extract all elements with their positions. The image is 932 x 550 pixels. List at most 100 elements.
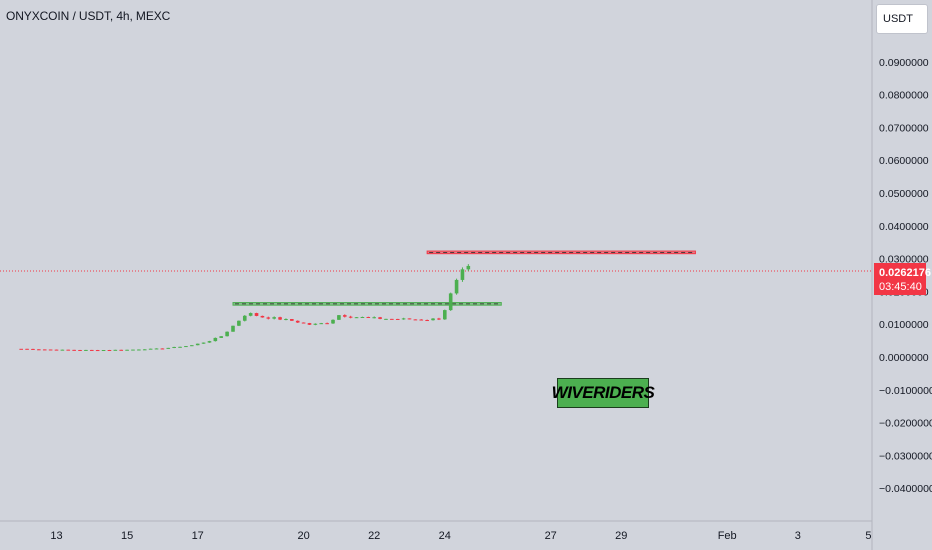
candle-body [201, 342, 206, 344]
candle-body [454, 279, 459, 294]
candle-body [25, 348, 29, 350]
candle-body [42, 349, 47, 351]
candle-body [390, 318, 394, 320]
candle-body [290, 319, 294, 321]
y-tick-label: 0.0500000 [879, 188, 929, 200]
candle-body [266, 317, 271, 319]
candle-body [413, 319, 418, 321]
candle-body [325, 323, 329, 325]
candle-body [195, 343, 200, 346]
candle-body [431, 318, 435, 321]
candle-body [31, 348, 35, 350]
y-tick-label: 0.0900000 [879, 57, 929, 69]
candle-body [354, 317, 359, 319]
y-tick-label: −0.0400000 [879, 483, 932, 495]
resistance-zone [426, 250, 696, 255]
candle-body [131, 349, 135, 351]
candle-body [213, 337, 218, 342]
candle-body [37, 349, 41, 351]
y-tick-label: 0.0300000 [879, 254, 929, 266]
x-tick-label: 17 [192, 530, 204, 542]
candle-body [207, 341, 212, 343]
price-unit-selector[interactable]: USDT [876, 4, 928, 34]
candle-body [384, 318, 388, 320]
candle-body [360, 316, 365, 318]
support-zone [232, 302, 502, 306]
candle-body [231, 325, 235, 332]
candle-body [254, 313, 259, 316]
candle-body [278, 317, 282, 320]
candle-body [342, 315, 347, 317]
candle-body [331, 319, 335, 324]
candle-body [90, 349, 94, 351]
candle-body [448, 293, 453, 311]
candle-body [54, 349, 59, 351]
candle-body [466, 265, 471, 270]
candle-body [72, 349, 76, 351]
candle-body [119, 349, 124, 351]
candle-body [307, 323, 312, 325]
x-tick-label: 15 [121, 530, 133, 542]
candle-body [95, 350, 100, 352]
x-tick-label: 13 [50, 530, 62, 542]
x-tick-label: 5 [865, 530, 871, 542]
current-price-tag: 0.0262176 03:45:40 [874, 263, 931, 295]
candle-body [190, 345, 194, 347]
candle-body [154, 348, 159, 350]
candle-body [372, 317, 376, 319]
candle-body [142, 349, 147, 351]
candle-body [184, 346, 188, 348]
candle-body [160, 348, 165, 350]
candle-body [125, 349, 129, 351]
candle-body [137, 349, 141, 351]
bar-countdown: 03:45:40 [879, 281, 922, 293]
candle-body [295, 320, 300, 323]
x-tick-label: 20 [297, 530, 309, 542]
candle-body [225, 331, 229, 337]
x-tick-label: 22 [368, 530, 380, 542]
candle-body [107, 350, 112, 352]
x-tick-label: 27 [545, 530, 557, 542]
candle-body [301, 322, 306, 324]
candle-body [425, 320, 429, 322]
candle-body [366, 316, 371, 318]
current-price-value: 0.0262176 [879, 267, 931, 279]
candle-body [60, 349, 65, 351]
x-tick-label: 24 [439, 530, 451, 542]
candle-body [166, 347, 171, 349]
candle-body [419, 319, 424, 321]
x-tick-label: 29 [615, 530, 627, 542]
candle-body [395, 318, 400, 320]
symbol-title: ONYXCOIN / USDT, 4h, MEXC [6, 9, 171, 23]
candle-body [319, 323, 324, 325]
candle-body [178, 346, 182, 348]
candle-body [237, 320, 241, 326]
candle-body [437, 318, 441, 320]
candle-body [337, 315, 341, 320]
watermark-label: WIVERIDERS [552, 378, 655, 408]
candle-body [348, 316, 353, 318]
candle-body [378, 317, 382, 319]
candle-body [113, 349, 118, 351]
candle-body [48, 349, 53, 351]
x-tick-label: Feb [718, 530, 737, 542]
candle-body [272, 317, 276, 319]
candle-body [407, 318, 412, 320]
y-tick-label: 0.0400000 [879, 221, 929, 233]
y-tick-label: −0.0300000 [879, 450, 932, 462]
y-tick-label: 0.0100000 [879, 319, 929, 331]
y-tick-label: −0.0200000 [879, 418, 932, 430]
candle-body [66, 349, 71, 351]
y-tick-label: 0.0800000 [879, 90, 929, 102]
y-tick-label: 0.0600000 [879, 155, 929, 167]
x-tick-label: 3 [795, 530, 801, 542]
candle-body [172, 346, 176, 348]
candle-body [260, 315, 265, 318]
candle-body [443, 310, 447, 320]
candle-body [248, 313, 253, 316]
candle-body [460, 269, 465, 280]
candle-body [242, 315, 247, 321]
candle-body [101, 350, 106, 352]
candle-body [313, 323, 318, 325]
